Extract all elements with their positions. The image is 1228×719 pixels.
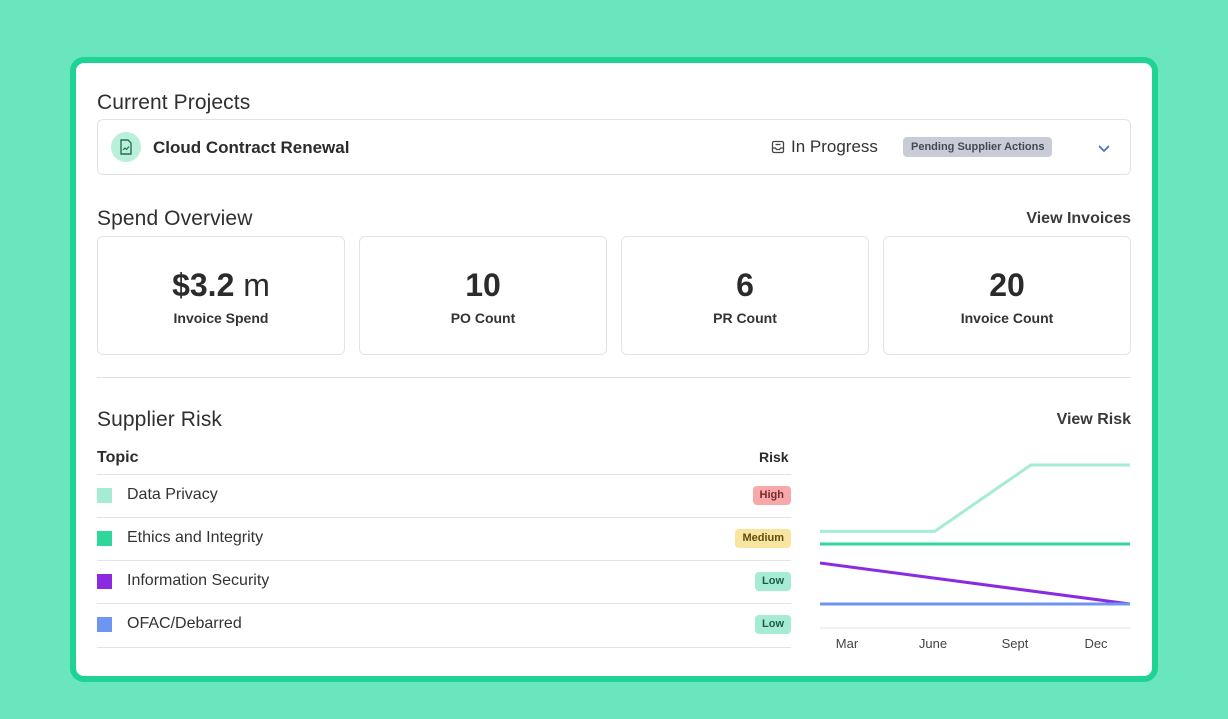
current-projects-heading: Current Projects: [97, 91, 251, 114]
color-swatch: [97, 574, 112, 589]
stat-card-pr-count: 6 PR Count: [621, 236, 869, 355]
stat-value: 20: [989, 267, 1025, 303]
risk-badge: Low: [755, 572, 791, 591]
topic-label: Information Security: [127, 572, 270, 589]
stat-card-po-count: 10 PO Count: [359, 236, 607, 355]
table-row[interactable]: Data Privacy High: [97, 474, 791, 518]
stat-card-invoice-spend: $3.2 m Invoice Spend: [97, 236, 345, 355]
spend-overview-heading: Spend Overview: [97, 207, 253, 230]
topic-label: Ethics and Integrity: [127, 529, 264, 546]
color-swatch: [97, 531, 112, 546]
stat-card-invoice-count: 20 Invoice Count: [883, 236, 1131, 355]
view-risk-link[interactable]: View Risk: [1056, 411, 1131, 428]
stat-value: 6: [736, 267, 754, 303]
document-icon: [111, 132, 141, 162]
stat-label: Invoice Spend: [173, 310, 269, 326]
risk-badge: Medium: [735, 529, 791, 548]
column-header-risk: Risk: [759, 449, 789, 465]
color-swatch: [97, 488, 112, 503]
table-row[interactable]: Information Security Low: [97, 560, 791, 604]
color-swatch: [97, 617, 112, 632]
chevron-down-icon[interactable]: [1094, 138, 1114, 158]
x-tick-label: Sept: [1002, 636, 1029, 651]
risk-badge: Low: [755, 615, 791, 634]
topic-label: Data Privacy: [127, 486, 218, 503]
risk-trend-chart: Mar June Sept Dec: [820, 463, 1131, 651]
stat-label: Invoice Count: [960, 310, 1054, 326]
series-line-3: [820, 561, 1131, 606]
series-line-1: [820, 463, 1130, 533]
project-title: Cloud Contract Renewal: [153, 138, 350, 157]
x-tick-label: Dec: [1084, 636, 1108, 651]
risk-badge: High: [752, 486, 791, 505]
stat-value: $3.2 m: [98, 267, 344, 304]
status-badge: Pending Supplier Actions: [903, 137, 1053, 157]
supplier-risk-heading: Supplier Risk: [97, 408, 223, 431]
column-header-topic: Topic: [97, 449, 139, 466]
status-label: In Progress: [791, 137, 878, 156]
section-divider: [97, 377, 1131, 378]
project-row[interactable]: Cloud Contract Renewal In Progress Pendi…: [97, 119, 1131, 175]
topic-label: OFAC/Debarred: [127, 615, 242, 632]
x-tick-label: June: [919, 636, 947, 651]
stat-unit: m: [234, 267, 270, 303]
project-status: In Progress: [771, 137, 878, 157]
stat-label: PO Count: [450, 310, 516, 326]
table-row[interactable]: OFAC/Debarred Low: [97, 603, 791, 648]
stat-value: 10: [465, 267, 501, 303]
x-tick-label: Mar: [836, 636, 859, 651]
table-row[interactable]: Ethics and Integrity Medium: [97, 517, 791, 561]
inbox-icon: [771, 140, 785, 154]
stat-number: $3.2: [172, 267, 235, 303]
dashboard-panel: Current Projects Cloud Contract Renewal …: [70, 57, 1158, 682]
view-invoices-link[interactable]: View Invoices: [1026, 210, 1131, 227]
stat-label: PR Count: [713, 310, 777, 326]
